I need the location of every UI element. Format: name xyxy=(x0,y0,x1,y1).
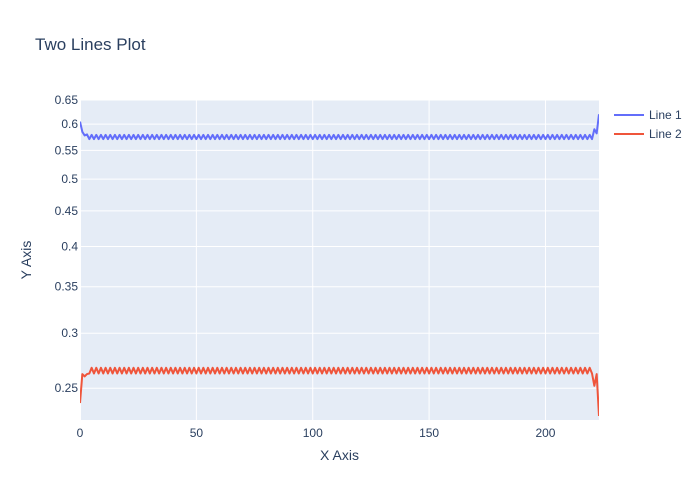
y-tick-label: 0.65 xyxy=(55,93,79,107)
y-tick-label: 0.5 xyxy=(61,172,78,186)
y-tick-label: 0.35 xyxy=(55,280,79,294)
series-layer xyxy=(80,114,599,417)
x-tick-label: 200 xyxy=(535,426,555,440)
x-tick-label: 100 xyxy=(303,426,323,440)
legend-label: Line 2 xyxy=(649,127,682,141)
y-axis-ticks: 0.25 0.3 0.35 0.4 0.45 0.5 0.55 0.6 0.65 xyxy=(55,93,79,395)
y-tick-label: 0.3 xyxy=(61,326,78,340)
y-tick-label: 0.6 xyxy=(61,117,78,131)
y-axis-title: Y Axis xyxy=(18,241,34,280)
series-line-2 xyxy=(80,366,599,417)
x-tick-label: 50 xyxy=(190,426,204,440)
series-line-1 xyxy=(80,114,599,141)
y-tick-label: 0.4 xyxy=(61,239,78,253)
y-tick-label: 0.55 xyxy=(55,143,79,157)
legend-item-2[interactable]: Line 2 xyxy=(614,127,682,141)
x-tick-label: 0 xyxy=(77,426,84,440)
plot-area xyxy=(80,100,599,420)
x-tick-label: 150 xyxy=(419,426,439,440)
legend-label: Line 1 xyxy=(649,108,682,122)
legend[interactable]: Line 1 Line 2 xyxy=(614,108,682,141)
gridlines xyxy=(79,99,599,420)
y-tick-label: 0.25 xyxy=(55,381,79,395)
y-tick-label: 0.45 xyxy=(55,204,79,218)
x-axis-title: X Axis xyxy=(320,447,359,463)
legend-item-1[interactable]: Line 1 xyxy=(614,108,682,122)
chart-title: Two Lines Plot xyxy=(35,35,146,54)
x-axis-ticks: 0 50 100 150 200 xyxy=(77,426,556,440)
